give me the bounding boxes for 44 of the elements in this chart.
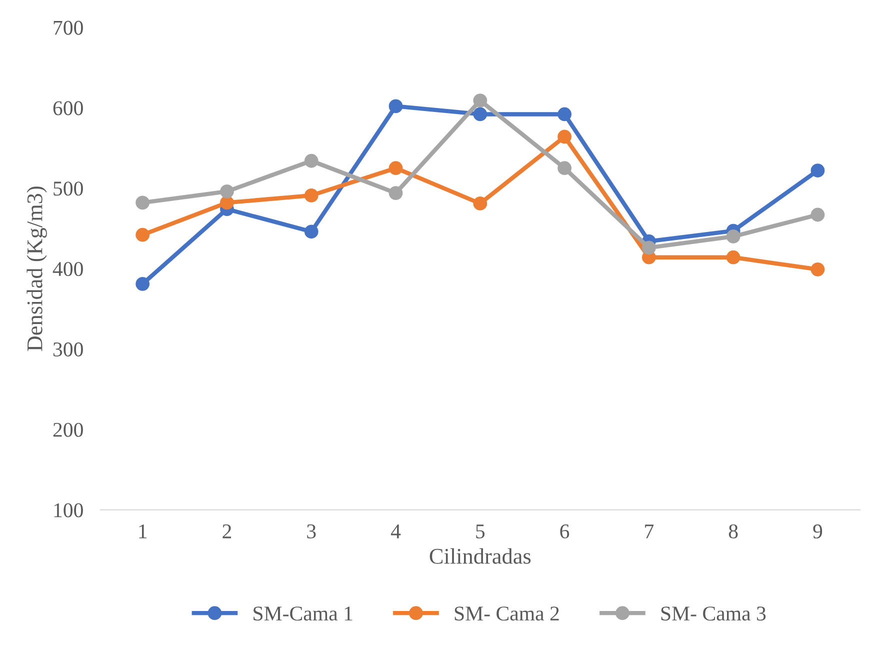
point [473, 94, 488, 108]
point [220, 196, 234, 210]
x-tick-label: 8 [728, 524, 738, 538]
x-tick-label: 5 [476, 524, 485, 538]
point [473, 107, 488, 122]
y-tick-label: 400 [52, 262, 83, 276]
point [810, 164, 825, 178]
point [558, 107, 572, 122]
legend-label: SM-Cama 1 [254, 606, 352, 621]
x-tick-label: 2 [222, 524, 232, 538]
x-tick-label: 1 [139, 524, 147, 538]
point [304, 224, 318, 239]
x-tick-label: 7 [645, 524, 654, 538]
point [136, 276, 150, 291]
point [136, 196, 150, 210]
legend-label: SM- Cama 3 [661, 606, 766, 621]
y-tick-label: 200 [53, 422, 83, 437]
y-tick-label: 500 [54, 182, 83, 196]
point [304, 188, 318, 202]
point [388, 186, 403, 200]
point [726, 230, 740, 244]
point [473, 196, 488, 210]
x-axis-title: Cilindradas [430, 548, 531, 564]
point [810, 208, 825, 222]
y-tick-label: 600 [53, 101, 83, 116]
y-tick-label: 700 [54, 20, 83, 35]
point [726, 250, 740, 264]
y-tick-label: 300 [53, 342, 83, 356]
y-axis-title: Densidad (Kg/m3) [26, 186, 47, 351]
x-tick-label: 9 [813, 524, 822, 538]
point [388, 161, 403, 176]
point [136, 228, 150, 242]
x-tick-label: 3 [307, 524, 316, 538]
x-tick-label: 4 [390, 524, 401, 538]
point [558, 161, 572, 176]
point [220, 184, 234, 198]
point [810, 262, 825, 276]
point [388, 99, 403, 114]
point [558, 130, 572, 144]
point [642, 240, 656, 255]
y-tick-label: 100 [54, 503, 83, 518]
legend-label: SM- Cama 2 [454, 606, 559, 621]
x-tick-label: 6 [560, 524, 570, 538]
point [304, 154, 318, 168]
